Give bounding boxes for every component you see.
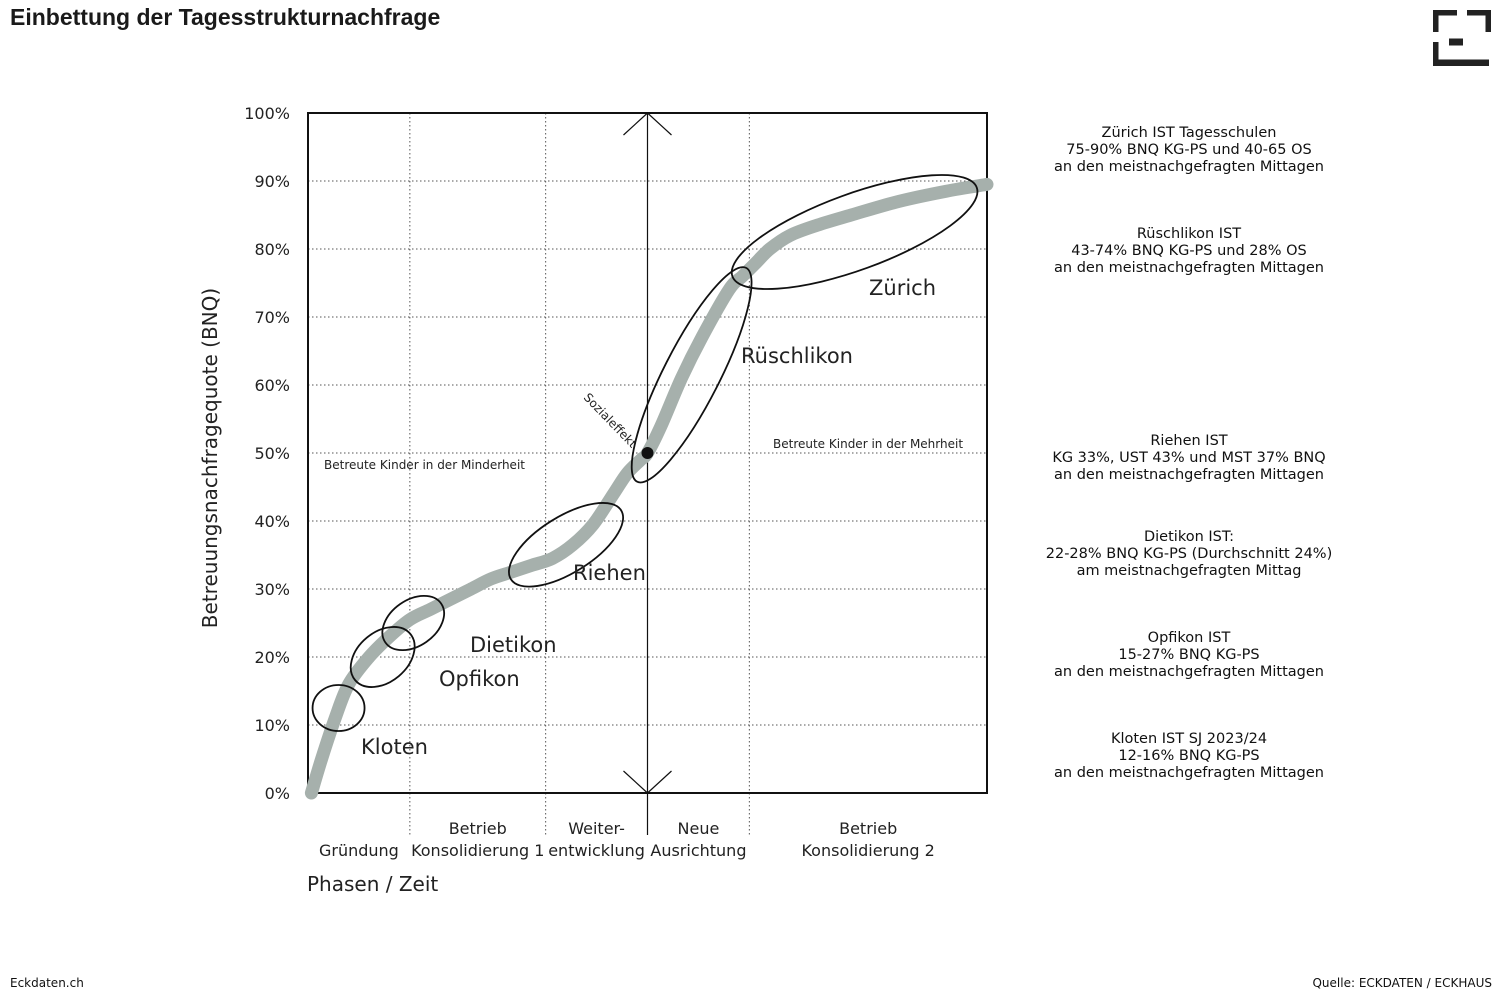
y-tick-label: 60% (254, 376, 290, 395)
region-label: Dietikon (470, 633, 557, 657)
info-line: an den meistnachgefragten Mittagen (1054, 765, 1324, 781)
y-tick-label: 80% (254, 240, 290, 259)
info-line: 75-90% BNQ KG-PS und 40-65 OS (1066, 142, 1312, 158)
info-block: Zürich IST Tagesschulen 75-90% BNQ KG-PS … (1024, 125, 1354, 176)
phase-label: Konsolidierung 2 (801, 841, 934, 860)
page-title: Einbettung der Tagesstrukturnachfrage (10, 4, 441, 30)
info-line: an den meistnachgefragten Mittagen (1054, 664, 1324, 680)
region-label: Kloten (361, 735, 428, 759)
region-ellipse (508, 502, 625, 588)
y-tick-label: 40% (254, 512, 290, 531)
info-block: Dietikon IST: 22-28% BNQ KG-PS (Durchschn… (1024, 529, 1354, 580)
info-line: Riehen IST (1150, 433, 1228, 449)
y-tick-label: 100% (244, 104, 290, 123)
info-line: Zürich IST Tagesschulen (1101, 125, 1277, 141)
info-line: Kloten IST SJ 2023/24 (1110, 731, 1268, 747)
info-block: Opfikon IST 15-27% BNQ KG-PS an den meistn… (1024, 630, 1354, 681)
plot-frame (307, 112, 988, 794)
phase-label: Betrieb (449, 819, 507, 838)
minority-note: Betreute Kinder in der Minderheit (324, 458, 525, 472)
eckhaus-logo-icon (1433, 10, 1491, 66)
chart: 0% 10% 20% 30% 40% 50% 60% 70% 80% 90% 100% Kloten O… (198, 104, 994, 896)
y-tick-label: 50% (254, 444, 290, 463)
phase-label: Weiter- (568, 819, 625, 838)
phase-label: Konsolidierung 1 (411, 841, 544, 860)
phase-label: Neue (678, 819, 720, 838)
region-ellipse (630, 266, 753, 484)
region-ellipse (381, 594, 445, 652)
sozialeffekt-marker (641, 447, 654, 459)
bnq-curve (304, 177, 994, 800)
majority-note: Betreute Kinder in der Mehrheit (773, 437, 963, 451)
region-ellipse (311, 684, 366, 732)
info-block: Rüschlikon IST 43-74% BNQ KG-PS und 28% O… (1024, 226, 1354, 277)
region-ellipse (730, 174, 979, 290)
footer-source: Quelle: ECKDATEN / ECKHAUS (1312, 976, 1492, 990)
sozialeffekt-label: Sozialeffekt (581, 390, 640, 450)
y-tick-label: 90% (254, 172, 290, 191)
region-ellipse (349, 626, 416, 688)
y-tick-label: 20% (254, 648, 290, 667)
region-label: Opfikon (439, 667, 520, 691)
info-line: KG 33%, UST 43% und MST 37% BNQ (1052, 450, 1326, 466)
info-line: Rüschlikon IST (1136, 226, 1242, 242)
info-line: 12-16% BNQ KG-PS (1118, 748, 1260, 764)
info-line: an den meistnachgefragten Mittagen (1054, 159, 1324, 175)
info-line: 15-27% BNQ KG-PS (1118, 647, 1260, 663)
info-line: Dietikon IST: (1143, 529, 1234, 545)
footer-site: Eckdaten.ch (10, 976, 84, 990)
y-tick-label: 30% (254, 580, 290, 599)
x-axis-title: Phasen / Zeit (307, 872, 438, 896)
info-line: an den meistnachgefragten Mittagen (1054, 467, 1324, 483)
phase-label: Gründung (319, 841, 399, 860)
phase-label: entwicklung (548, 841, 645, 860)
phase-label: Betrieb (839, 819, 897, 838)
info-line: Opfikon IST (1147, 630, 1231, 646)
region-label: Zürich (869, 276, 936, 300)
info-block: Riehen IST KG 33%, UST 43% und MST 37% BN… (1024, 433, 1354, 484)
info-line: am meistnachgefragten Mittag (1076, 563, 1302, 579)
y-axis-title: Betreuungsnachfragequote (BNQ) (198, 288, 222, 628)
y-tick-label: 70% (254, 308, 290, 327)
region-label: Riehen (573, 561, 646, 585)
y-tick-label: 0% (265, 784, 290, 803)
info-block: Kloten IST SJ 2023/24 12-16% BNQ KG-PS an … (1024, 731, 1354, 782)
info-line: 22-28% BNQ KG-PS (Durchschnitt 24%) (1045, 546, 1333, 562)
y-tick-label: 10% (254, 716, 290, 735)
region-label: Rüschlikon (741, 344, 853, 368)
info-line: an den meistnachgefragten Mittagen (1054, 260, 1324, 276)
info-line: 43-74% BNQ KG-PS und 28% OS (1071, 243, 1307, 259)
phase-label: Ausrichtung (650, 841, 746, 860)
